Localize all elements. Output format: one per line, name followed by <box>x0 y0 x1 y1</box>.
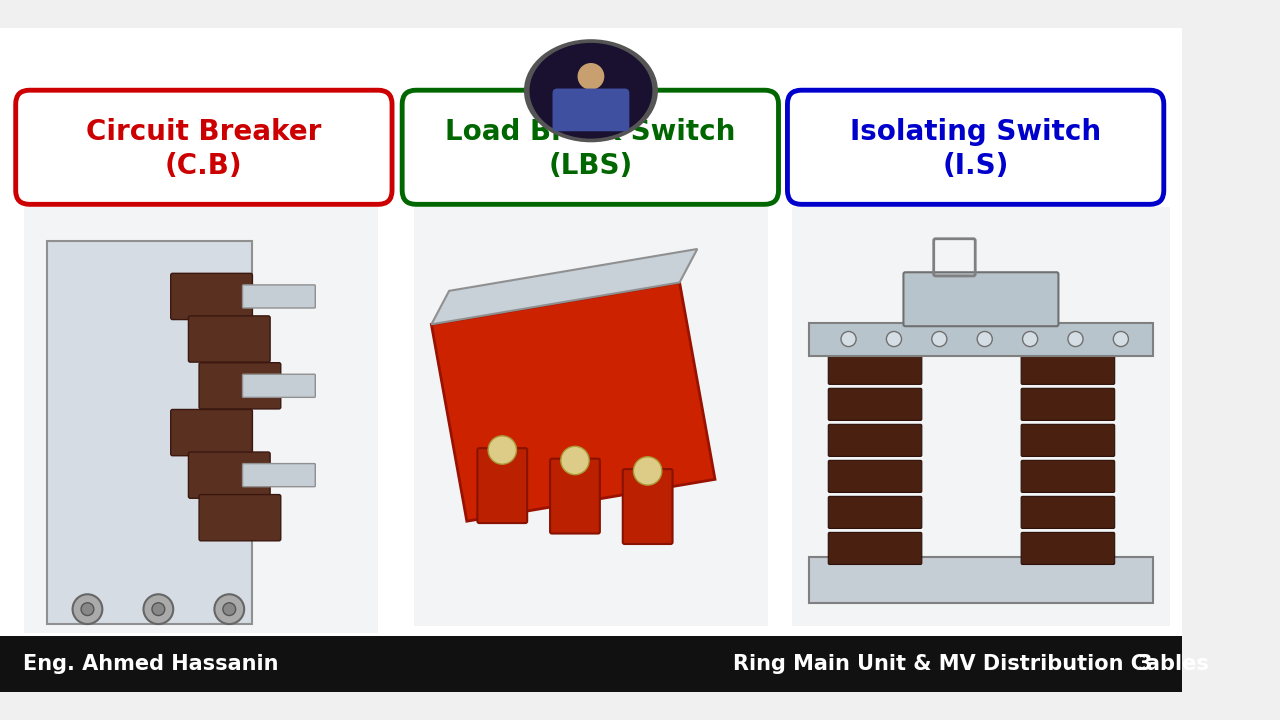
FancyBboxPatch shape <box>904 272 1059 326</box>
FancyBboxPatch shape <box>1021 424 1115 456</box>
FancyBboxPatch shape <box>242 464 315 487</box>
FancyBboxPatch shape <box>792 207 1170 626</box>
FancyBboxPatch shape <box>23 207 378 633</box>
Text: Load Break Switch: Load Break Switch <box>445 117 736 145</box>
FancyBboxPatch shape <box>550 459 600 534</box>
Text: Circuit Breaker: Circuit Breaker <box>86 117 321 145</box>
Text: 3: 3 <box>1138 654 1152 674</box>
FancyBboxPatch shape <box>828 532 922 564</box>
Circle shape <box>977 331 992 346</box>
Text: (LBS): (LBS) <box>548 152 632 180</box>
FancyBboxPatch shape <box>170 274 252 320</box>
FancyBboxPatch shape <box>828 496 922 528</box>
FancyBboxPatch shape <box>828 388 922 420</box>
Polygon shape <box>431 249 698 325</box>
Circle shape <box>932 331 947 346</box>
Circle shape <box>1068 331 1083 346</box>
Circle shape <box>214 594 244 624</box>
Circle shape <box>488 436 516 464</box>
FancyBboxPatch shape <box>1021 496 1115 528</box>
Circle shape <box>577 63 604 90</box>
FancyBboxPatch shape <box>200 495 280 541</box>
FancyBboxPatch shape <box>170 410 252 456</box>
Circle shape <box>223 603 236 616</box>
FancyBboxPatch shape <box>242 285 315 308</box>
Circle shape <box>81 603 93 616</box>
FancyBboxPatch shape <box>200 363 280 409</box>
Text: (C.B): (C.B) <box>165 152 243 180</box>
Text: Isolating Switch: Isolating Switch <box>850 117 1101 145</box>
FancyBboxPatch shape <box>1021 460 1115 492</box>
FancyBboxPatch shape <box>828 352 922 384</box>
FancyBboxPatch shape <box>15 90 392 204</box>
Circle shape <box>1023 331 1038 346</box>
FancyBboxPatch shape <box>0 636 1181 693</box>
FancyBboxPatch shape <box>1021 388 1115 420</box>
FancyBboxPatch shape <box>477 448 527 523</box>
Text: Ring Main Unit & MV Distribution Cables: Ring Main Unit & MV Distribution Cables <box>732 654 1208 674</box>
FancyBboxPatch shape <box>47 240 252 624</box>
FancyBboxPatch shape <box>809 557 1153 603</box>
FancyBboxPatch shape <box>1021 532 1115 564</box>
Circle shape <box>561 446 589 474</box>
Text: (I.S): (I.S) <box>942 152 1009 180</box>
Circle shape <box>152 603 165 616</box>
FancyBboxPatch shape <box>623 469 672 544</box>
FancyBboxPatch shape <box>828 460 922 492</box>
FancyBboxPatch shape <box>242 374 315 397</box>
FancyBboxPatch shape <box>828 424 922 456</box>
FancyBboxPatch shape <box>1021 352 1115 384</box>
Circle shape <box>886 331 901 346</box>
FancyBboxPatch shape <box>553 89 630 131</box>
FancyBboxPatch shape <box>188 452 270 498</box>
FancyBboxPatch shape <box>402 90 778 204</box>
FancyBboxPatch shape <box>809 323 1153 356</box>
Text: Eng. Ahmed Hassanin: Eng. Ahmed Hassanin <box>23 654 279 674</box>
FancyBboxPatch shape <box>188 316 270 362</box>
Ellipse shape <box>524 39 658 143</box>
FancyBboxPatch shape <box>413 207 768 626</box>
Polygon shape <box>431 282 716 521</box>
FancyBboxPatch shape <box>0 27 1181 636</box>
FancyBboxPatch shape <box>787 90 1164 204</box>
Circle shape <box>1114 331 1129 346</box>
Circle shape <box>634 456 662 485</box>
Circle shape <box>73 594 102 624</box>
Ellipse shape <box>530 43 653 139</box>
Circle shape <box>143 594 173 624</box>
Circle shape <box>841 331 856 346</box>
